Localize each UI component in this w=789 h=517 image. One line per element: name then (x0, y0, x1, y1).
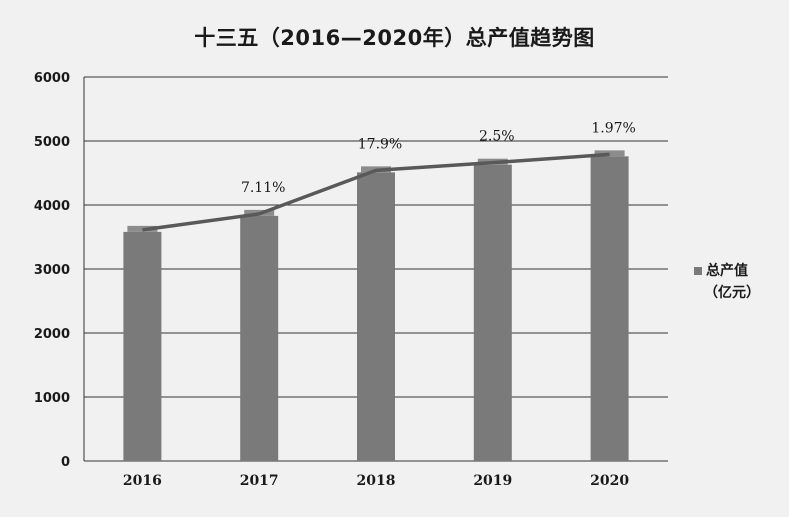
trend-line (142, 152, 610, 232)
y-tick-label: 1000 (34, 391, 70, 406)
y-tick-label: 3000 (34, 263, 70, 278)
y-tick-label: 5000 (34, 135, 70, 150)
growth-label: 17.9% (358, 136, 402, 152)
bar (590, 156, 629, 462)
legend: 总产值 （亿元） (694, 260, 760, 304)
growth-label: 7.11% (241, 180, 285, 196)
bar-cap (594, 150, 625, 157)
x-tick-label: 2016 (123, 473, 162, 489)
y-tick-label: 6000 (34, 71, 70, 86)
bar (473, 164, 512, 461)
x-tick-label: 2017 (240, 473, 279, 489)
legend-unit: （亿元） (704, 285, 760, 301)
bar (123, 231, 162, 461)
x-tick-label: 2020 (590, 473, 629, 489)
bar (357, 172, 395, 462)
y-tick-label: 2000 (34, 327, 70, 342)
legend-swatch (694, 267, 702, 275)
y-tick-label: 0 (61, 455, 70, 470)
growth-label: 2.5% (479, 129, 515, 145)
x-tick-label: 2019 (473, 473, 512, 489)
x-tick-label: 2018 (357, 473, 396, 489)
legend-label: 总产值 (706, 263, 748, 279)
y-tick-label: 4000 (34, 199, 70, 214)
chart-title: 十三五（2016—2020年）总产值趋势图 (194, 26, 595, 50)
bar (240, 215, 279, 461)
growth-label: 1.97% (591, 120, 635, 136)
